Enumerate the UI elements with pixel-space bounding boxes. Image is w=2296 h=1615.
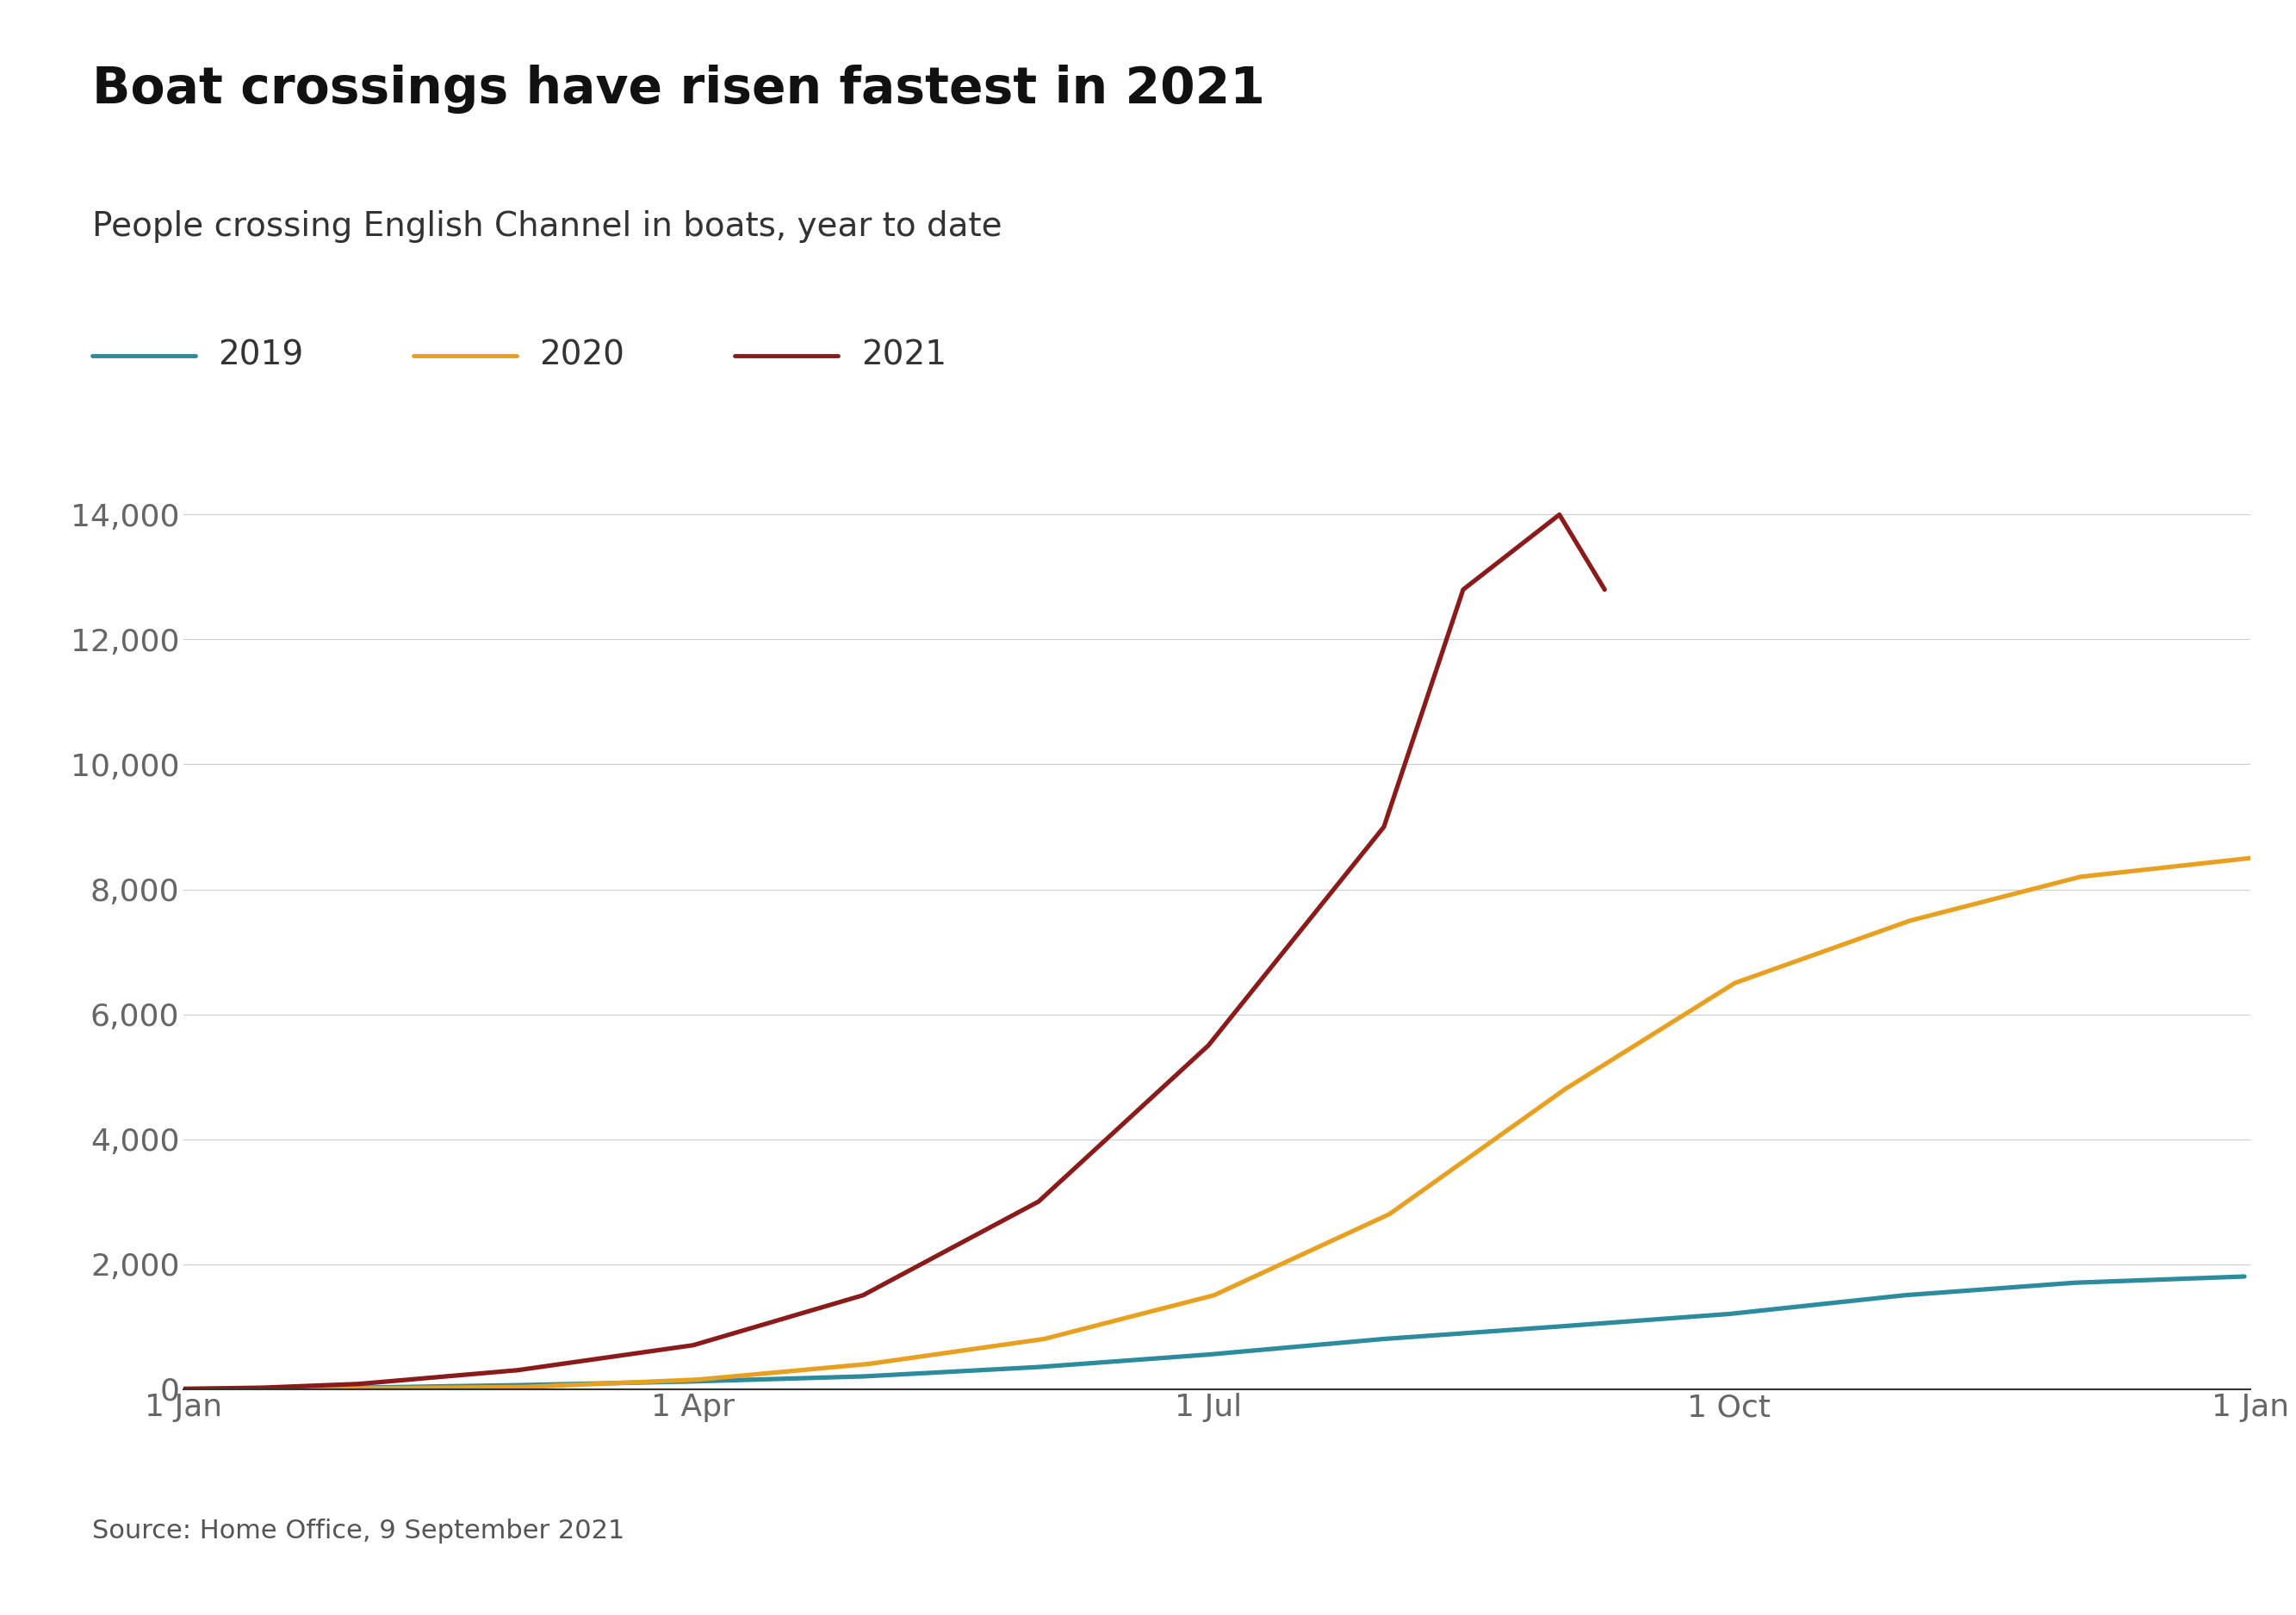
Text: People crossing English Channel in boats, year to date: People crossing English Channel in boats…: [92, 210, 1001, 242]
Text: 2021: 2021: [861, 339, 946, 371]
Text: BBC: BBC: [2101, 1515, 2170, 1546]
Text: Source: Home Office, 9 September 2021: Source: Home Office, 9 September 2021: [92, 1518, 625, 1542]
Text: 2019: 2019: [218, 339, 303, 371]
Text: 2020: 2020: [540, 339, 625, 371]
Text: Boat crossings have risen fastest in 2021: Boat crossings have risen fastest in 202…: [92, 65, 1265, 113]
